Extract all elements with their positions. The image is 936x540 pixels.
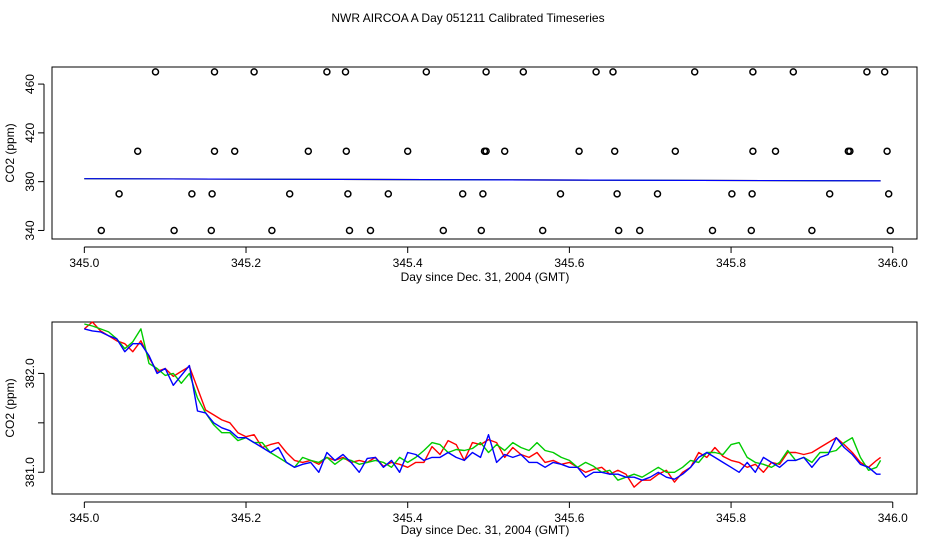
top-data-point — [210, 68, 219, 76]
top-data-point — [863, 68, 871, 76]
top-data-point — [384, 190, 393, 198]
top-data-point — [789, 68, 798, 76]
top-data-point — [592, 68, 600, 76]
top-data-point — [133, 147, 142, 155]
top-data-point — [614, 226, 623, 235]
top-x-tick-label: 345.0 — [69, 256, 99, 270]
bottom-x-axis-label: Day since Dec. 31, 2004 (GMT) — [401, 523, 570, 537]
top-data-point — [749, 147, 757, 155]
chart-title: NWR AIRCOA A Day 051211 Calibrated Times… — [331, 11, 604, 25]
top-data-point — [538, 226, 547, 235]
bottom-x-tick-label: 345.4 — [393, 511, 423, 525]
top-data-point — [880, 68, 889, 76]
top-data-point — [609, 68, 617, 76]
top-data-point — [886, 226, 895, 235]
top-plot-frame — [51, 66, 918, 240]
top-x-axis-label: Day since Dec. 31, 2004 (GMT) — [401, 270, 570, 284]
bottom-x-tick-label: 345.6 — [554, 511, 584, 525]
bottom-x-axis: 345.0 345.2 345.4 345.6 345.8 346.0 — [69, 501, 908, 525]
top-series-lines — [84, 178, 881, 182]
top-data-point — [482, 68, 490, 76]
bottom-y-tick-label: 381.0 — [23, 457, 37, 487]
top-data-point — [344, 190, 352, 198]
bottom-series-green — [84, 323, 882, 481]
top-data-point — [323, 68, 331, 76]
top-data-point — [671, 147, 680, 155]
top-data-point — [230, 147, 239, 155]
top-data-point — [846, 147, 854, 155]
top-scatter-points — [97, 68, 895, 235]
top-y-axis-label: CO2 (ppm) — [3, 123, 17, 182]
top-data-point — [341, 68, 350, 76]
bottom-y-tick-label: 382.0 — [23, 358, 37, 388]
top-data-point — [749, 68, 757, 76]
top-data-point — [366, 226, 375, 235]
top-data-point — [771, 147, 780, 155]
top-chart-panel: 345.0 345.2 345.4 345.6 345.8 346.0 340 380 420… — [3, 66, 918, 284]
bottom-series-red — [83, 321, 882, 488]
bottom-x-tick-label: 345.2 — [231, 511, 261, 525]
top-data-point — [519, 68, 528, 76]
top-x-tick-label: 346.0 — [878, 256, 908, 270]
bottom-chart-panel: 345.0 345.2 345.4 345.6 345.8 346.0 381.0 382.… — [3, 321, 918, 537]
top-data-point — [482, 147, 490, 155]
top-y-axis: 340 380 420 460 — [23, 74, 45, 240]
top-data-point — [345, 226, 354, 235]
top-data-point — [97, 226, 106, 235]
bottom-x-tick-label: 345.8 — [716, 511, 746, 525]
top-data-point — [208, 190, 216, 198]
top-data-point — [825, 190, 834, 198]
top-data-point — [575, 147, 583, 155]
bottom-y-axis: 381.0 382.0 — [23, 358, 45, 487]
top-data-point — [610, 147, 619, 155]
top-data-point — [477, 226, 486, 235]
top-data-point — [170, 226, 178, 235]
top-data-point — [690, 68, 699, 76]
top-x-tick-label: 345.2 — [231, 256, 261, 270]
top-data-point — [808, 226, 816, 235]
top-x-tick-label: 345.6 — [554, 256, 584, 270]
top-data-point — [479, 190, 487, 198]
top-data-point — [728, 190, 736, 198]
top-data-point — [556, 190, 565, 198]
top-data-point — [708, 226, 717, 235]
top-data-point — [500, 147, 509, 155]
bottom-x-tick-label: 346.0 — [878, 511, 908, 525]
top-data-point — [268, 226, 276, 235]
top-data-point — [342, 147, 351, 155]
top-y-tick-label: 460 — [23, 74, 37, 94]
bottom-series-lines — [83, 321, 882, 488]
bottom-y-axis-label: CO2 (ppm) — [3, 378, 17, 437]
top-data-point — [188, 190, 196, 198]
top-data-point — [458, 190, 467, 198]
top-data-point — [635, 226, 644, 235]
top-data-point — [613, 190, 621, 198]
top-data-point — [250, 68, 258, 76]
bottom-plot-frame — [51, 321, 918, 495]
bottom-series-blue — [84, 328, 881, 481]
top-data-point — [285, 190, 294, 198]
top-data-point — [422, 68, 431, 76]
top-data-point — [207, 226, 216, 235]
top-y-tick-label: 380 — [23, 171, 37, 191]
top-data-point — [115, 190, 123, 198]
top-data-point — [748, 190, 756, 198]
top-x-tick-label: 345.8 — [716, 256, 746, 270]
top-data-point — [210, 147, 219, 155]
top-y-tick-label: 420 — [23, 123, 37, 143]
top-data-point — [403, 147, 412, 155]
top-y-tick-label: 340 — [23, 220, 37, 240]
bottom-x-tick-label: 345.0 — [69, 511, 99, 525]
top-data-point — [439, 226, 448, 235]
top-x-tick-label: 345.4 — [393, 256, 423, 270]
top-data-point — [883, 147, 891, 155]
top-data-point — [304, 147, 313, 155]
top-x-axis: 345.0 345.2 345.4 345.6 345.8 346.0 — [69, 246, 908, 270]
top-data-point — [747, 226, 756, 235]
top-data-point — [653, 190, 662, 198]
top-data-point — [884, 190, 893, 198]
top-data-point — [151, 68, 160, 76]
top-series-blue — [84, 178, 881, 182]
